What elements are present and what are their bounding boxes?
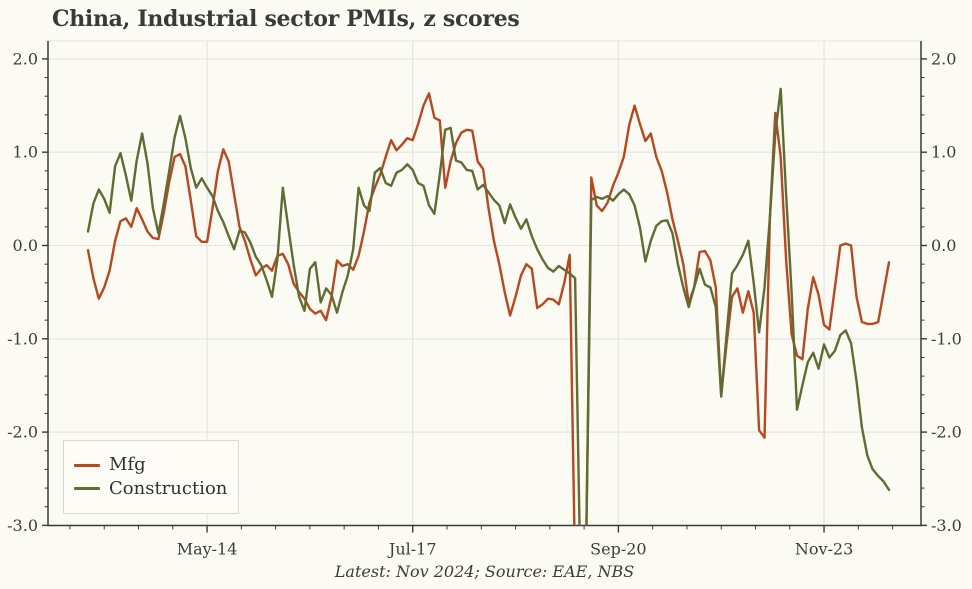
y-tick-label-left: 1.0 [13,143,38,162]
y-tick-label-left: -1.0 [7,329,38,348]
legend-label-mfg: Mfg [109,454,146,476]
mfg-line [86,92,891,526]
y-tick-label-left: 0.0 [13,236,38,255]
y-tick-label-left: -2.0 [7,423,38,442]
x-tick-label: May-14 [177,540,238,559]
legend-item-mfg: Mfg [74,455,238,475]
x-tick-label: Jul-17 [387,540,437,559]
y-tick-label-right: -1.0 [931,329,962,348]
y-tick-label-right: -3.0 [931,516,962,535]
chart-legend: Mfg Construction [63,440,239,514]
y-tick-label-right: 0.0 [931,236,956,255]
y-tick-label-left: 2.0 [13,49,38,68]
construction-line-swatch [74,487,100,491]
y-tick-label-right: -2.0 [931,423,962,442]
chart-title: China, Industrial sector PMIs, z scores [52,6,520,32]
construction-line [86,87,891,526]
series-group [86,87,891,526]
x-tick-label: Nov-23 [795,540,853,559]
legend-label-construction: Construction [109,478,228,499]
y-tick-label-right: 2.0 [931,49,956,68]
chart-caption: Latest: Nov 2024; Source: EAE, NBS [334,562,635,581]
y-tick-label-right: 1.0 [931,143,956,162]
mfg-line-swatch [74,463,100,467]
legend-item-construction: Construction [74,479,238,499]
y-tick-label-left: -3.0 [7,516,38,535]
x-tick-label: Sep-20 [590,540,646,559]
